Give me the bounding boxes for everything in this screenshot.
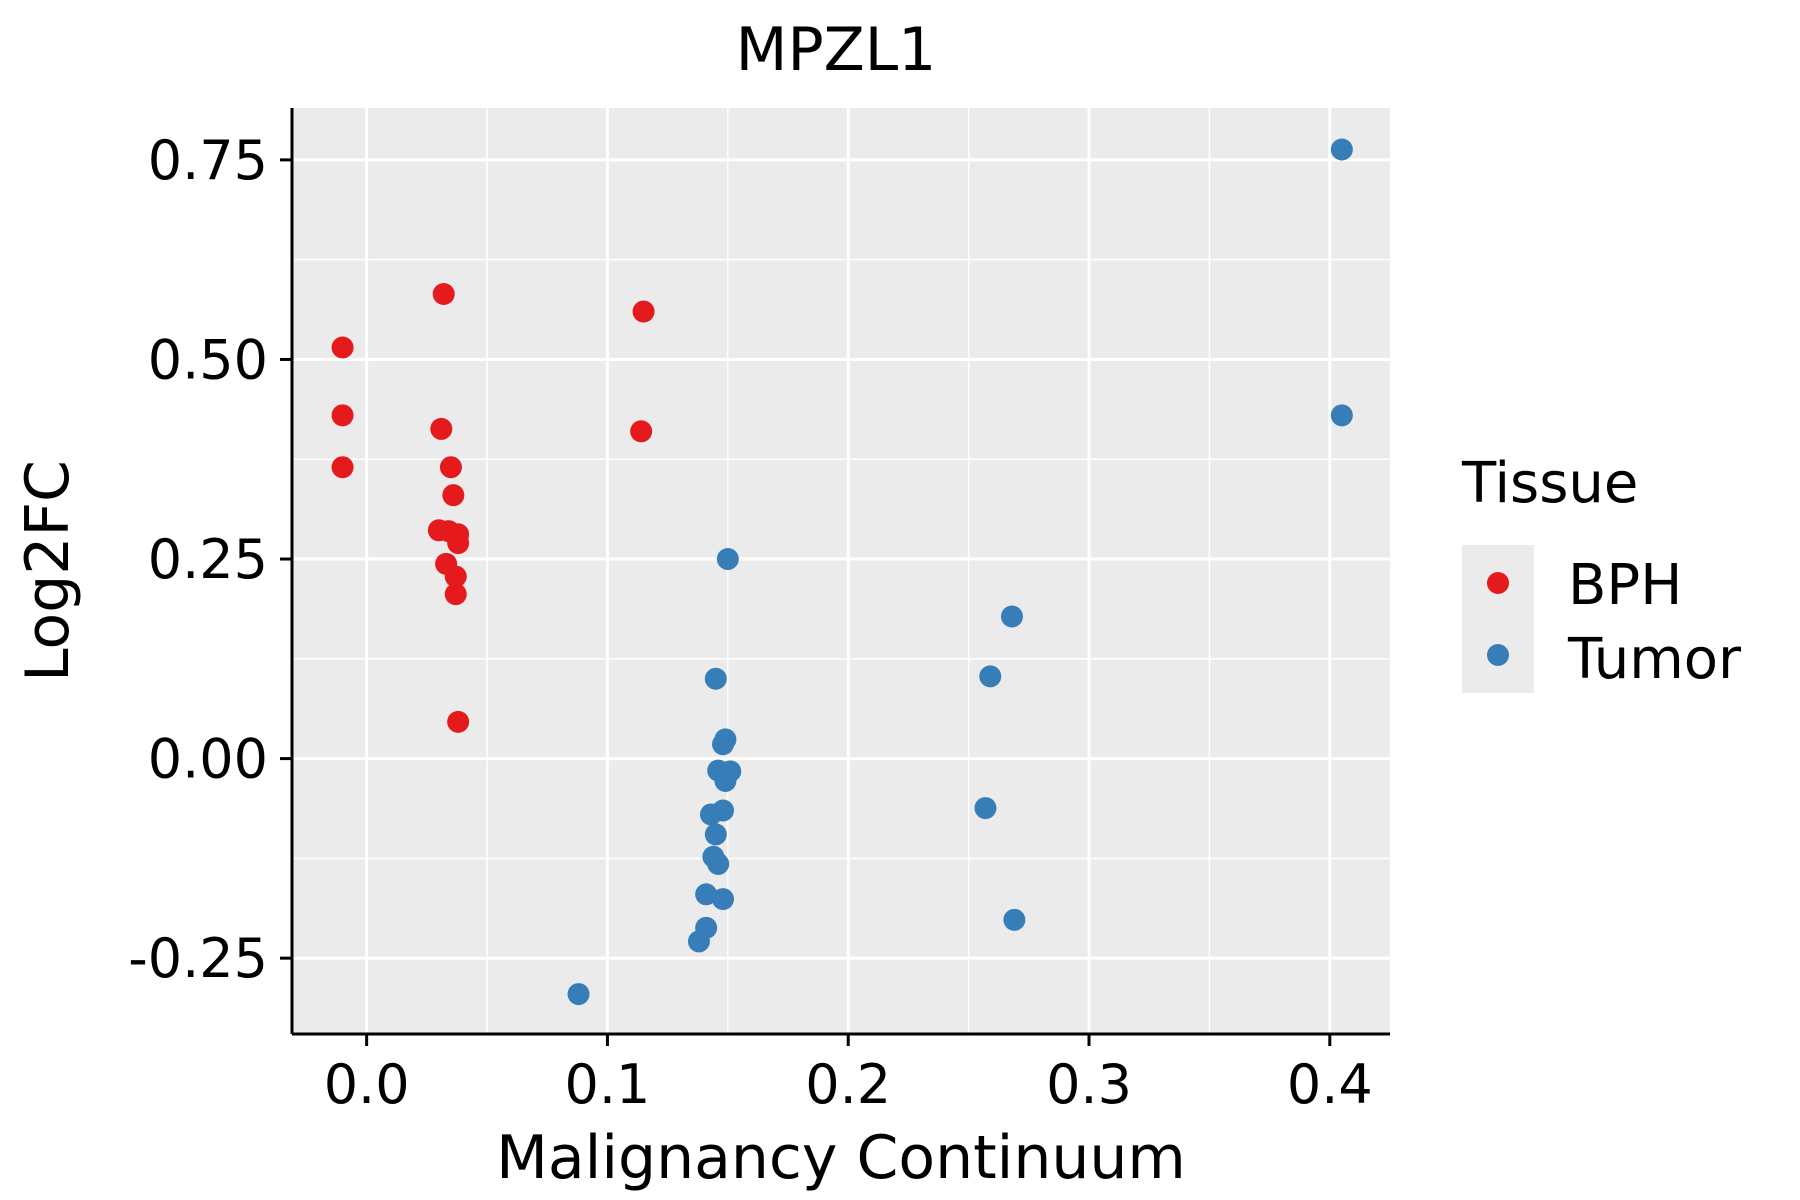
y-tick-label: 0.25 [148, 528, 268, 591]
x-tick-label: 0.3 [1046, 1053, 1132, 1116]
y-tick-label: 0.75 [148, 129, 268, 192]
legend: Tissue BPH Tumor [1461, 451, 1742, 693]
y-axis-ticks: -0.25 0.00 0.25 0.50 0.75 [128, 129, 292, 990]
y-tick-label: 0.50 [148, 328, 268, 391]
legend-key-tumor [1487, 644, 1509, 666]
data-points [331, 138, 1353, 1006]
y-tick-label: 0.00 [148, 728, 268, 791]
point-tumor [687, 930, 710, 953]
point-tumor [1003, 908, 1026, 931]
point-bph [444, 565, 467, 588]
y-axis-title: Log2FC [13, 460, 83, 682]
point-bph [447, 710, 470, 733]
point-tumor [716, 548, 739, 571]
plot-panel [292, 108, 1390, 1034]
x-axis-title: Malignancy Continuum [496, 1123, 1186, 1193]
point-bph [432, 282, 455, 305]
legend-label-bph: BPH [1568, 553, 1682, 618]
legend-key-bph [1487, 572, 1509, 594]
point-bph [632, 300, 655, 323]
point-bph [447, 532, 470, 555]
y-tick-label: -0.25 [128, 927, 268, 990]
point-tumor [712, 888, 735, 911]
point-tumor [695, 883, 718, 906]
point-bph [439, 456, 462, 479]
point-tumor [712, 733, 735, 756]
chart-title: MPZL1 [736, 15, 937, 85]
point-tumor [1330, 404, 1353, 427]
x-tick-label: 0.2 [805, 1053, 891, 1116]
point-bph [430, 417, 453, 440]
x-tick-label: 0.1 [564, 1053, 650, 1116]
point-tumor [707, 852, 730, 875]
point-tumor [712, 799, 735, 822]
point-tumor [567, 983, 590, 1006]
x-tick-label: 0.0 [324, 1053, 410, 1116]
point-tumor [979, 665, 1002, 688]
point-bph [331, 404, 354, 427]
point-bph [331, 456, 354, 479]
point-tumor [1000, 605, 1023, 628]
point-tumor [974, 797, 997, 820]
x-tick-label: 0.4 [1287, 1053, 1373, 1116]
minor-gridlines [292, 108, 1390, 1034]
point-bph [442, 484, 465, 507]
point-bph [331, 336, 354, 359]
major-gridlines [292, 108, 1390, 1034]
point-bph [630, 420, 653, 443]
x-axis-ticks: 0.0 0.1 0.2 0.3 0.4 [324, 1034, 1373, 1116]
point-tumor [1330, 138, 1353, 161]
point-tumor [704, 667, 727, 690]
legend-title: Tissue [1461, 451, 1638, 516]
legend-key-background [1462, 545, 1534, 693]
legend-label-tumor: Tumor [1567, 627, 1742, 692]
point-tumor [714, 769, 737, 792]
point-bph [444, 583, 467, 606]
point-tumor [704, 823, 727, 846]
